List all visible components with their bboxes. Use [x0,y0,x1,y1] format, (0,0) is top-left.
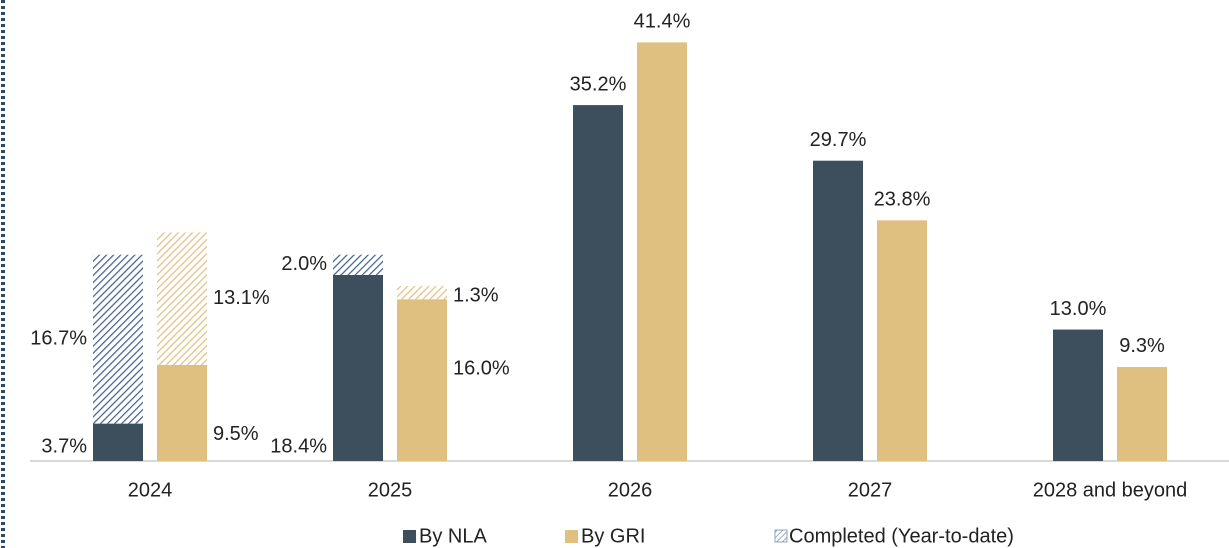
data-label: 29.7% [810,129,867,151]
bar [93,423,143,461]
data-label: 41.4% [634,11,691,33]
bar [1053,329,1103,461]
legend-swatch [774,529,788,543]
completed-bar [157,232,207,365]
legend-swatch [565,530,578,543]
data-label: 18.4% [270,435,327,457]
data-label: 13.0% [1050,298,1107,320]
x-tick-label: 2027 [848,479,893,501]
completed-bar [397,286,447,300]
data-label: 16.0% [453,358,510,380]
data-label: 35.2% [570,73,627,95]
bar [573,105,623,461]
x-tick-label: 2028 and beyond [1033,479,1188,501]
legend-swatch [403,530,416,543]
data-label: 16.7% [30,327,87,349]
data-label: 23.8% [874,189,931,211]
completed-bar [93,254,143,424]
bar [877,220,927,461]
bar [637,42,687,462]
bar [813,160,863,461]
bar [1117,366,1167,461]
bar [333,274,383,461]
data-label: 3.7% [41,435,87,457]
data-label: 2.0% [281,253,327,275]
completed-bar [333,254,383,275]
x-tick-label: 2025 [368,479,413,501]
x-tick-label: 2026 [608,479,653,501]
legend-label: By GRI [581,525,645,547]
x-tick-label: 2024 [128,479,173,501]
legend-label: By NLA [419,525,487,547]
data-label: 13.1% [213,287,270,309]
data-label: 9.3% [1119,335,1165,357]
data-label: 1.3% [453,284,499,306]
data-label: 9.5% [213,423,259,445]
bar [157,364,207,461]
legend-label: Completed (Year-to-date) [789,525,1014,547]
bar [397,299,447,461]
